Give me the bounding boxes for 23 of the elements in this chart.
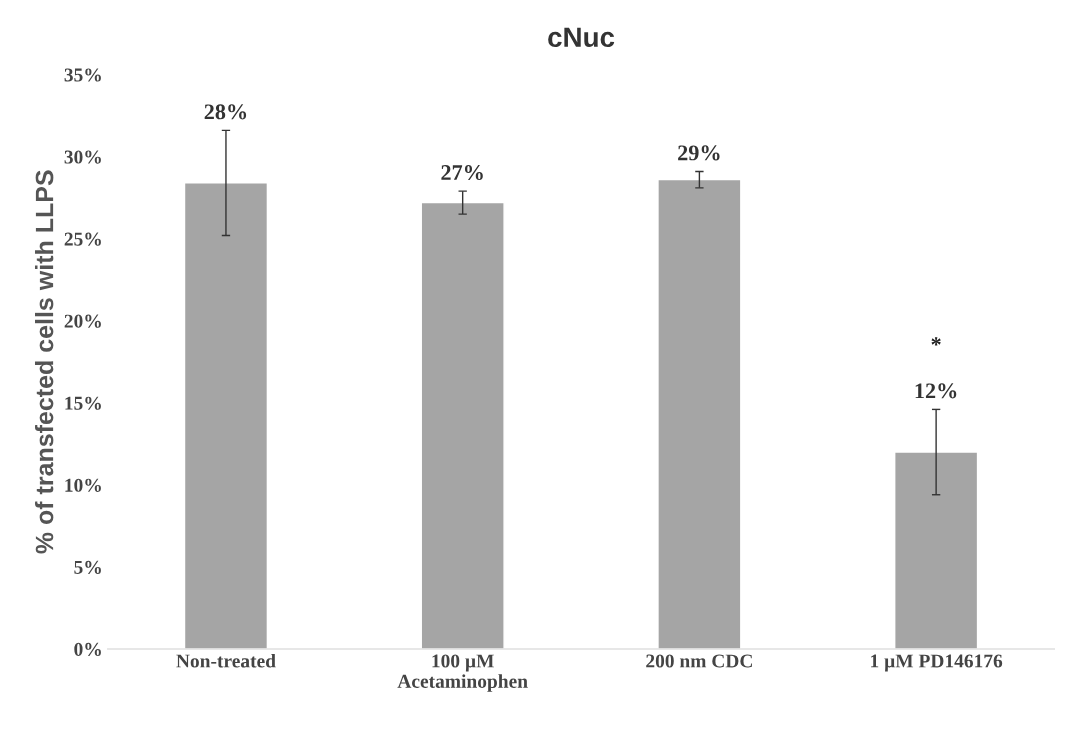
y-tick-label: 35%: [64, 68, 101, 82]
y-tick-label: 5%: [74, 560, 101, 574]
data-label: 29%: [678, 145, 720, 161]
y-tick-label: 30%: [64, 150, 101, 164]
y-tick-label: 0%: [74, 642, 101, 657]
x-tick-label: 200 nm CDC: [646, 654, 752, 668]
bar: [657, 178, 742, 650]
bar: [183, 182, 269, 650]
y-tick-label: 15%: [65, 396, 101, 410]
annotation: *: [931, 337, 941, 346]
y-axis-title: % of transfected cells with LLPS: [34, 170, 54, 554]
x-tick-label: 100 µM Acetaminophen: [397, 654, 528, 692]
y-tick-label: 25%: [64, 232, 101, 246]
data-label: 27%: [441, 165, 483, 181]
data-label: 28%: [204, 104, 247, 120]
data-label: 12%: [915, 383, 957, 399]
x-tick-label: 1 µM PD146176: [871, 654, 1003, 672]
x-tick-label: Non-treated: [176, 653, 276, 668]
y-tick-label: 10%: [65, 478, 101, 492]
bar: [893, 451, 979, 650]
bar: [420, 201, 505, 650]
chart-title: cNuc: [548, 27, 615, 48]
y-tick-label: 20%: [64, 314, 101, 328]
